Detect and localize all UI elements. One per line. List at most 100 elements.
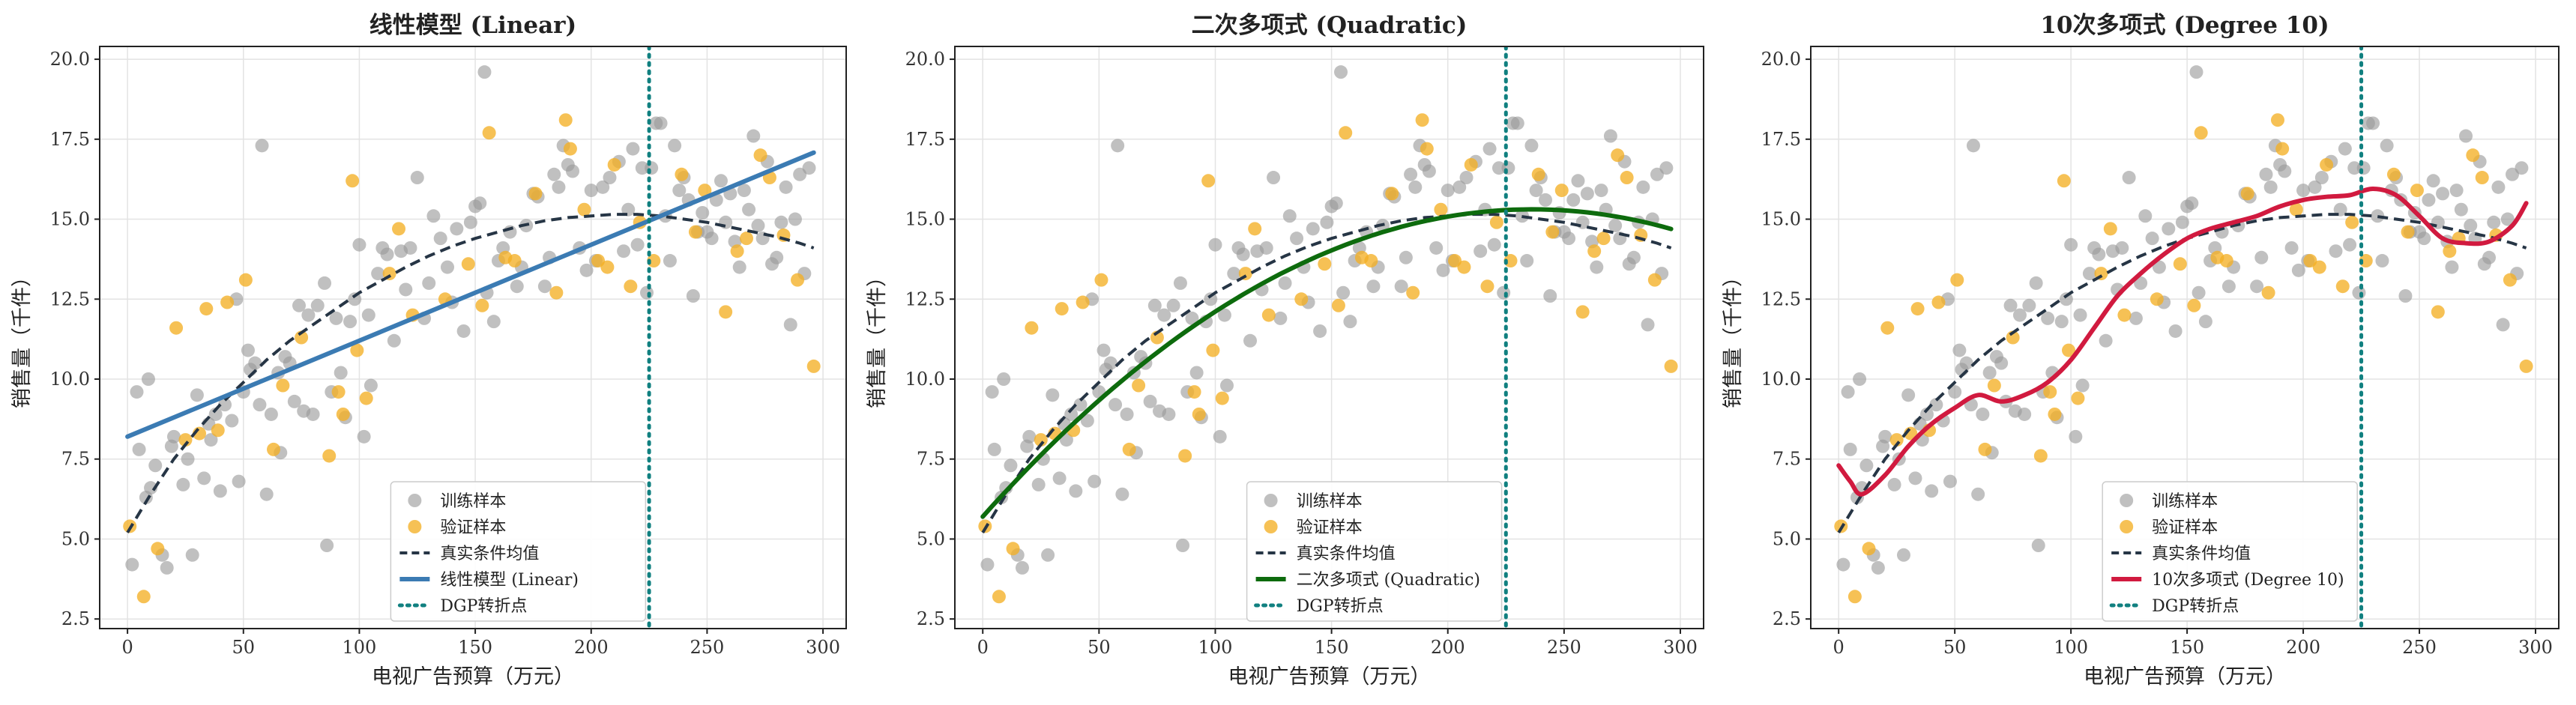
validation-point — [688, 225, 702, 239]
train-point — [197, 471, 211, 485]
validation-point — [1206, 343, 1220, 357]
validation-point — [295, 330, 309, 345]
train-point — [579, 263, 594, 277]
train-point — [537, 279, 552, 294]
train-point — [166, 429, 181, 444]
y-axis-label: 销售量（千件） — [1722, 267, 1745, 408]
y-tick-label: 5.0 — [1773, 528, 1801, 549]
validation-point — [1464, 157, 1478, 172]
validation-point — [507, 254, 522, 268]
train-point — [635, 161, 649, 175]
train-point — [1015, 560, 1029, 575]
train-point — [2426, 174, 2440, 188]
train-point — [477, 65, 492, 79]
validation-point — [1201, 174, 1216, 188]
train-point — [1959, 356, 1973, 370]
validation-point — [549, 285, 564, 300]
train-point — [213, 484, 227, 498]
x-axis-label: 电视广告预算（万元） — [1228, 665, 1431, 689]
train-point — [783, 318, 797, 332]
train-point — [1659, 161, 1674, 175]
train-point — [626, 142, 640, 156]
train-point — [426, 209, 441, 223]
train-point — [2250, 279, 2264, 294]
validation-point — [1248, 222, 1262, 236]
x-tick-label: 100 — [1198, 637, 1233, 658]
train-point — [2082, 267, 2096, 281]
train-point — [987, 442, 1001, 456]
panel-linear: 0 50 100 150 200 250 300 2.5 5.0 7.5 10.0 12.5 15.0 1… — [10, 12, 847, 689]
x-tick-label: 250 — [2402, 637, 2437, 658]
validation-point — [220, 295, 235, 309]
y-tick-label: 5.0 — [917, 528, 945, 549]
train-point — [1543, 289, 1557, 303]
train-point — [1208, 237, 1222, 252]
train-point — [2022, 298, 2036, 312]
train-point — [2454, 202, 2468, 217]
train-point — [1952, 343, 1967, 357]
validation-point — [2240, 187, 2254, 201]
train-point — [788, 212, 802, 226]
validation-point — [2345, 215, 2359, 229]
train-point — [1143, 394, 1157, 408]
train-point — [2198, 315, 2212, 329]
validation-point — [2475, 171, 2489, 185]
train-point — [1166, 298, 1180, 312]
train-point — [2031, 539, 2045, 552]
train-point — [1334, 65, 1348, 79]
train-point — [2029, 276, 2043, 290]
train-point — [343, 315, 358, 329]
x-tick-label: 200 — [574, 637, 609, 658]
train-point — [737, 184, 751, 198]
y-tick-label: 10.0 — [1761, 369, 1801, 390]
validation-point — [806, 359, 821, 373]
validation-point — [1318, 257, 1332, 271]
train-point — [2134, 276, 2148, 290]
y-tick-label: 20.0 — [1761, 49, 1801, 70]
validation-point — [2062, 343, 2076, 357]
grid — [955, 46, 1704, 629]
train-point — [1219, 378, 1234, 393]
train-point — [2192, 285, 2206, 300]
train-point — [2356, 161, 2371, 175]
validation-point — [992, 590, 1006, 604]
train-point — [1217, 308, 1231, 322]
x-tick-label: 50 — [1088, 637, 1111, 658]
train-point — [1278, 276, 1292, 290]
train-point — [144, 481, 158, 495]
train-point — [1073, 398, 1088, 412]
legend-box — [1246, 481, 1503, 622]
chart-title: 10次多项式 (Degree 10) — [2040, 12, 2329, 39]
train-point — [1539, 193, 1553, 207]
train-point — [1908, 471, 1922, 485]
validation-point — [739, 232, 753, 246]
train-point — [1213, 429, 1227, 444]
plot-frame — [1810, 46, 2560, 629]
model-curve — [1836, 186, 2529, 497]
train-point — [486, 315, 501, 329]
validation-point — [675, 167, 689, 181]
validation-point — [1480, 279, 1494, 294]
validation-point — [1950, 273, 1964, 287]
train-point — [1120, 407, 1134, 421]
y-tick-label: 12.5 — [1761, 288, 1801, 309]
validation-point — [1415, 113, 1429, 127]
train-point — [1162, 407, 1176, 421]
y-tick-label: 10.0 — [50, 369, 90, 390]
validation-point — [1457, 260, 1471, 274]
train-point — [329, 311, 343, 325]
train-point — [181, 452, 195, 466]
train-point — [292, 298, 307, 312]
y-tick-label: 7.5 — [1773, 449, 1801, 470]
validation-point — [266, 442, 280, 456]
validation-point — [1178, 449, 1192, 463]
train-point — [1562, 232, 1576, 246]
validation-point — [1364, 254, 1378, 268]
validation-point — [1931, 295, 1946, 309]
validation-point — [1847, 590, 1862, 604]
legend-entry: 训练样本 — [440, 492, 506, 511]
validation-point — [359, 391, 373, 405]
legend-marker-train — [1264, 494, 1278, 507]
train-point — [802, 161, 816, 175]
validation-point — [482, 126, 496, 140]
